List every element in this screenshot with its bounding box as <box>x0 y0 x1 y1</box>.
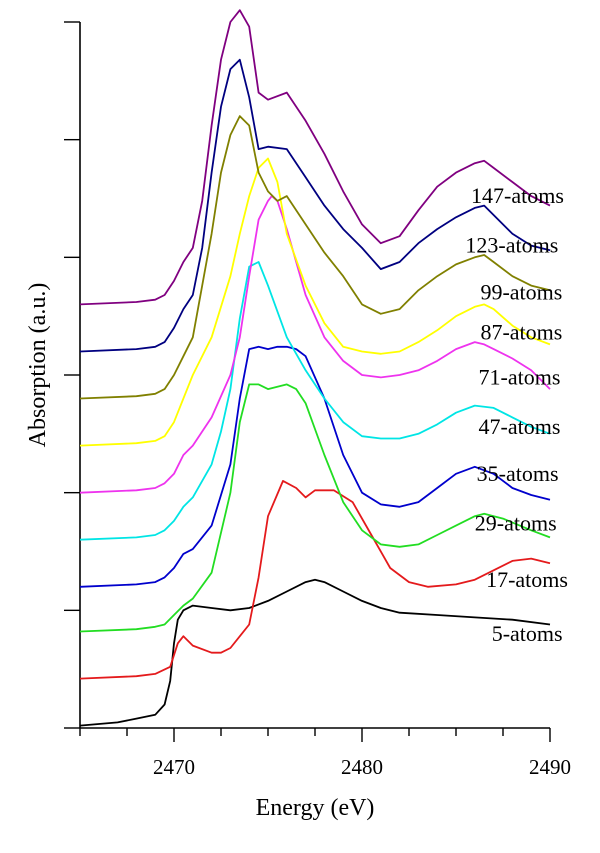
x-axis-title: Energy (eV) <box>256 795 375 821</box>
series-label-123-atoms: 123-atoms <box>465 233 558 258</box>
y-axis-title: Absorption (a.u.) <box>25 283 51 448</box>
series-label-35-atoms: 35-atoms <box>477 461 559 486</box>
series-line-99-atoms <box>79 115 551 400</box>
series-line-87-atoms <box>79 157 551 447</box>
x-tick-label: 2480 <box>341 755 383 779</box>
series-line-17-atoms <box>79 479 551 680</box>
series-line-147-atoms <box>79 9 551 306</box>
x-tick-label: 2490 <box>529 755 571 779</box>
series-label-29-atoms: 29-atoms <box>475 510 557 535</box>
series-label-47-atoms: 47-atoms <box>479 414 561 439</box>
series-label-147-atoms: 147-atoms <box>471 183 564 208</box>
series-line-29-atoms <box>79 383 551 633</box>
axes: 2470 2480 2490 <box>64 21 571 779</box>
series-layer <box>79 9 551 727</box>
series-line-5-atoms <box>79 578 551 727</box>
series-label-99-atoms: 99-atoms <box>480 280 562 305</box>
series-label-17-atoms: 17-atoms <box>486 567 568 592</box>
series-labels: 5-atoms 17-atoms 29-atoms 35-atoms 47-atoms 7… <box>465 183 568 646</box>
series-line-35-atoms <box>79 345 551 588</box>
x-tick-label: 2470 <box>153 755 195 779</box>
series-label-87-atoms: 87-atoms <box>480 320 562 345</box>
series-label-71-atoms: 71-atoms <box>479 364 561 389</box>
series-label-5-atoms: 5-atoms <box>492 621 563 646</box>
series-line-123-atoms <box>79 58 551 353</box>
series-line-47-atoms <box>79 261 551 541</box>
